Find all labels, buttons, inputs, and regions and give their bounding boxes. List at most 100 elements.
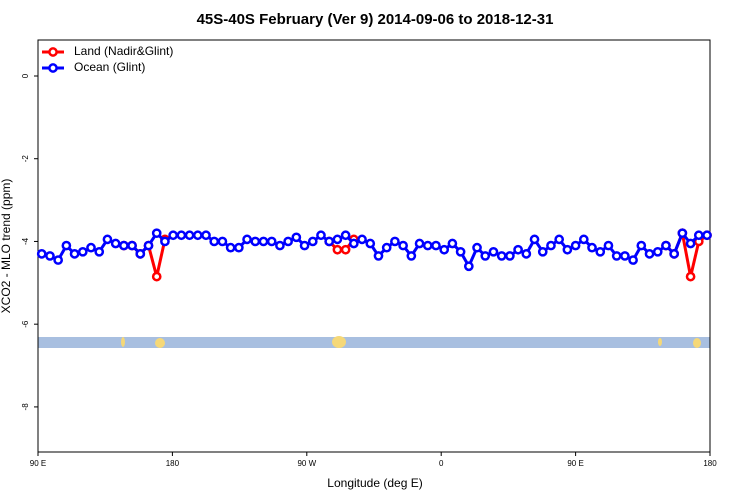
point (168, 230, 178, 241)
point (578, 234, 589, 245)
point (595, 246, 606, 257)
point (652, 246, 663, 257)
point (661, 240, 671, 251)
x-tick-label: 90 E (30, 459, 46, 468)
point (332, 234, 343, 245)
point (340, 244, 351, 255)
point (414, 238, 425, 249)
x-tick-label: 90 E (567, 459, 583, 468)
point (685, 271, 696, 282)
point (234, 242, 244, 253)
point (472, 242, 482, 253)
point (365, 238, 376, 249)
point (127, 240, 137, 251)
point (36, 249, 47, 259)
point (110, 238, 121, 249)
point (357, 234, 367, 245)
point (398, 240, 408, 251)
point (209, 236, 220, 247)
point (53, 255, 64, 265)
point (184, 230, 195, 241)
point (488, 246, 499, 257)
point (480, 251, 491, 261)
point (685, 238, 696, 249)
point (677, 228, 688, 239)
series (36, 228, 712, 272)
point (176, 230, 187, 241)
point (135, 249, 146, 259)
point (422, 240, 433, 251)
point (94, 246, 105, 257)
point (587, 242, 597, 253)
point (529, 234, 540, 245)
point (275, 240, 285, 251)
point (505, 251, 515, 261)
point (217, 236, 228, 247)
point (258, 236, 269, 247)
point (669, 249, 680, 259)
y-tick-label: -2 (21, 155, 30, 163)
point (636, 240, 647, 251)
point (406, 251, 417, 261)
land-mask-band (38, 336, 710, 348)
y-axis-label: XCO2 - MLO trend (ppm) (0, 179, 13, 314)
point (455, 246, 466, 257)
chart-title: 45S-40S February (Ver 9) 2014-09-06 to 2… (197, 11, 554, 28)
point (283, 236, 293, 247)
point (348, 238, 359, 249)
point (521, 249, 532, 259)
land-spot (658, 338, 662, 346)
land-spot (693, 338, 701, 348)
point (143, 240, 154, 251)
point (447, 238, 458, 249)
point (119, 240, 129, 251)
point (693, 230, 704, 241)
plot-frame (37, 39, 711, 453)
point (562, 244, 573, 255)
land-spot (121, 337, 125, 347)
point (546, 240, 556, 251)
y-tick-label: -6 (21, 320, 30, 328)
legend-marker (48, 63, 58, 73)
point (307, 236, 318, 247)
point (316, 230, 326, 241)
ocean-band (38, 337, 710, 348)
point (86, 242, 96, 253)
point (242, 234, 252, 245)
point (324, 236, 335, 247)
point (628, 255, 638, 265)
point (151, 271, 162, 282)
point (69, 249, 80, 259)
legend-marker (48, 47, 58, 57)
point (620, 251, 630, 261)
point (463, 261, 474, 272)
point (381, 242, 392, 253)
point (373, 251, 384, 261)
x-tick-label: 0 (439, 459, 444, 468)
land-spot (155, 338, 165, 348)
land-spot (332, 336, 346, 348)
x-tick-label: 90 W (297, 459, 316, 468)
point (299, 240, 310, 251)
point (151, 228, 162, 239)
point (513, 244, 523, 255)
point (340, 230, 351, 241)
x-axis-label: Longitude (deg E) (327, 476, 422, 490)
point (332, 244, 343, 255)
x-tick-label: 180 (703, 459, 717, 468)
legend-label: Ocean (Glint) (74, 60, 145, 74)
point (431, 240, 441, 251)
point (250, 236, 261, 247)
point (102, 234, 113, 245)
y-tick-label: -4 (21, 237, 30, 245)
point (570, 240, 581, 251)
point (192, 230, 203, 241)
point (160, 236, 170, 247)
point (644, 249, 655, 259)
point (702, 230, 712, 241)
point (291, 232, 302, 243)
point (554, 234, 565, 245)
point (496, 251, 507, 261)
x-tick-label: 180 (166, 459, 180, 468)
